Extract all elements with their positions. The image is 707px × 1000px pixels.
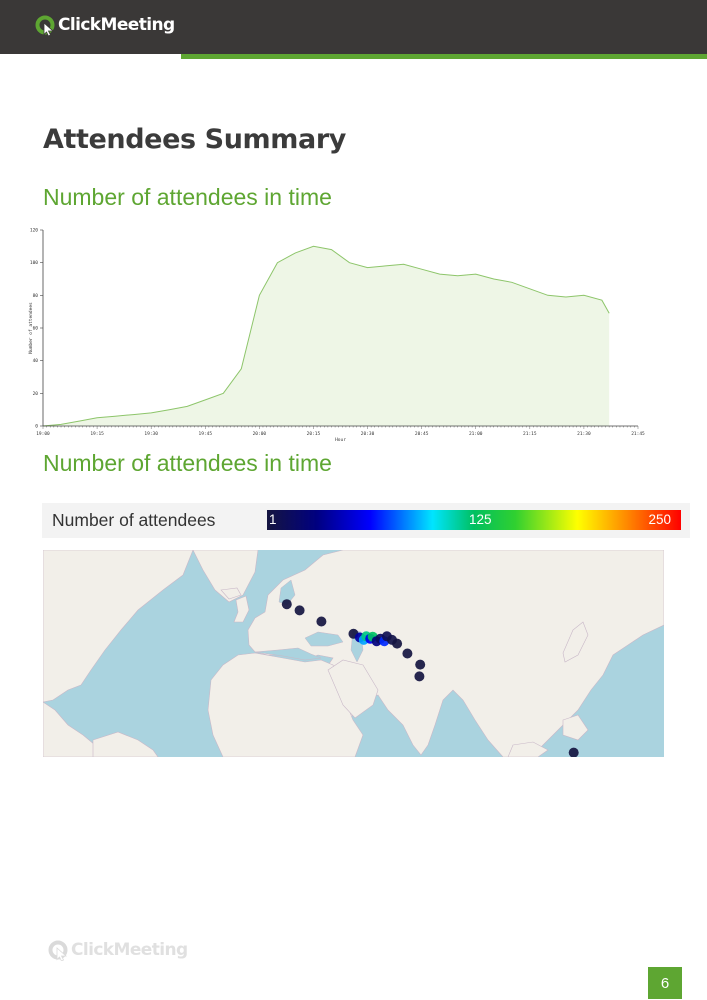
chart-y-label: Number of attendees	[28, 302, 34, 354]
attendee-points	[281, 599, 579, 757]
chart-y-ticks: 0 20 40 60 80 100 120	[30, 228, 43, 430]
header-accent-stripe	[181, 54, 707, 59]
attendee-location-dot[interactable]	[414, 671, 425, 682]
x-tick-label: 20:15	[307, 431, 321, 437]
brand-name: ClickMeeting	[58, 15, 175, 35]
x-tick-label: 21:30	[577, 431, 591, 437]
attendee-location-dot[interactable]	[294, 605, 305, 616]
chart-series-line	[42, 245, 610, 427]
map-legend: Number of attendees 1 125 250	[42, 503, 690, 538]
y-tick-label: 120	[30, 228, 38, 234]
clickmeeting-logo-icon	[34, 14, 56, 37]
inland-seas	[254, 579, 364, 663]
y-tick-label: 0	[35, 424, 38, 430]
footer-logo: ClickMeeting	[47, 939, 188, 962]
section-title-map: Number of attendees in time	[43, 450, 332, 476]
color-scale-min: 1	[269, 512, 277, 527]
page-title: Attendees Summary	[43, 124, 346, 155]
attendee-location-dot[interactable]	[402, 648, 413, 659]
y-tick-label: 20	[33, 391, 39, 397]
map-legend-label: Number of attendees	[52, 510, 216, 530]
attendee-location-dot[interactable]	[415, 659, 426, 670]
brand-logo: ClickMeeting	[34, 14, 175, 37]
x-tick-label: 20:00	[253, 431, 267, 437]
color-scale-bar: 1 125 250	[267, 510, 681, 530]
color-scale-max: 250	[648, 512, 671, 527]
footer-clickmeeting-logo-icon	[47, 939, 69, 962]
header-bar: ClickMeeting	[0, 0, 707, 54]
attendees-time-chart: 0 20 40 60 80 100 120 19:00 19:15 19:30 19:45 20:0…	[28, 224, 680, 444]
chart-svg: 0 20 40 60 80 100 120 19:00 19:15 19:30 19:45 20:0…	[28, 228, 645, 444]
y-tick-label: 100	[30, 260, 38, 266]
attendees-world-map[interactable]	[43, 550, 664, 757]
attendee-location-dot[interactable]	[568, 747, 579, 757]
y-tick-label: 40	[33, 358, 39, 364]
attendee-location-dot[interactable]	[281, 599, 292, 610]
color-scale-mid: 125	[469, 512, 492, 527]
x-tick-label: 19:00	[36, 431, 50, 437]
x-tick-label: 21:45	[631, 431, 645, 437]
footer-brand-name: ClickMeeting	[71, 940, 188, 960]
x-tick-label: 21:15	[523, 431, 537, 437]
page-number: 6	[648, 967, 682, 999]
attendee-location-dot[interactable]	[316, 616, 327, 627]
chart-area-fill	[43, 246, 610, 426]
x-tick-label: 19:15	[90, 431, 104, 437]
attendee-location-dot[interactable]	[392, 638, 403, 649]
x-tick-label: 21:00	[469, 431, 483, 437]
x-tick-label: 20:30	[361, 431, 375, 437]
y-tick-label: 60	[33, 326, 39, 332]
x-tick-label: 19:30	[144, 431, 158, 437]
section-title-timeline: Number of attendees in time	[43, 184, 332, 210]
world-map-svg	[43, 550, 664, 757]
chart-x-ticks: 19:00 19:15 19:30 19:45 20:00 20:15 20:30 20:45…	[36, 426, 645, 437]
chart-x-label: Hour	[335, 437, 346, 443]
x-tick-label: 20:45	[415, 431, 429, 437]
y-tick-label: 80	[33, 293, 39, 299]
land-masses	[43, 550, 664, 757]
x-tick-label: 19:45	[198, 431, 212, 437]
